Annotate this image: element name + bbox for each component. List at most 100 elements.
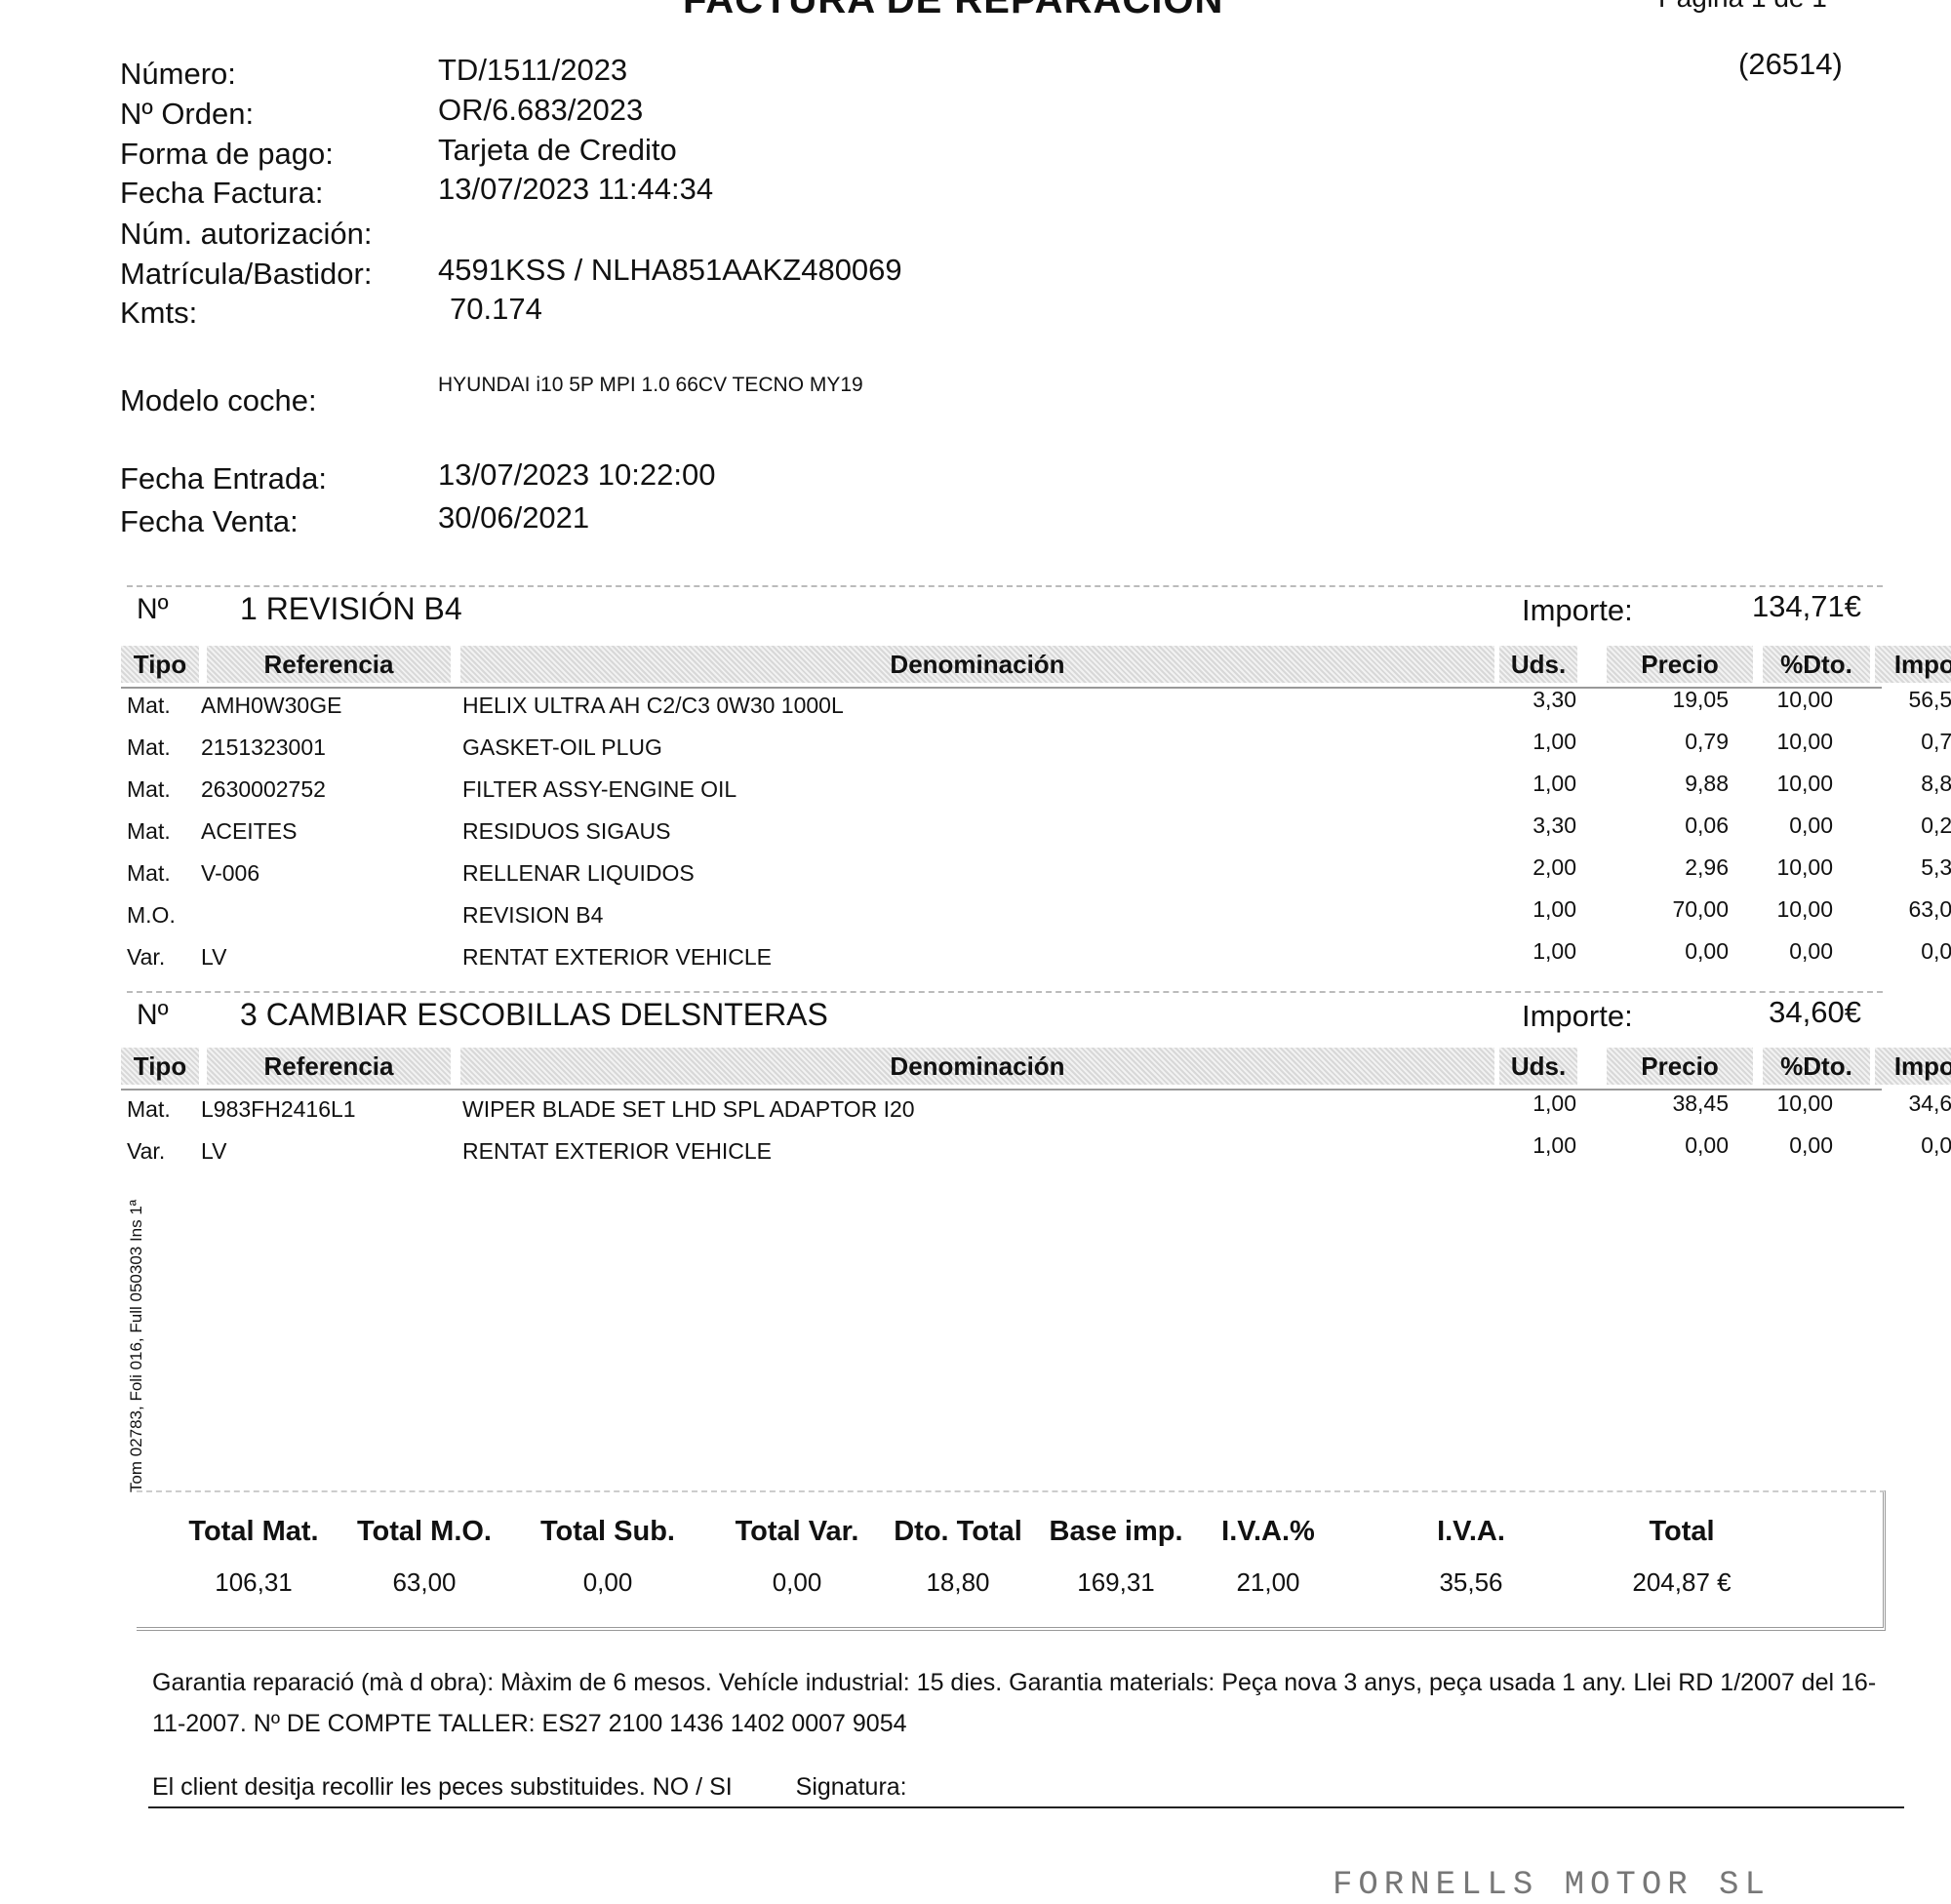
signature-label: Signatura: — [795, 1773, 907, 1801]
table-cell: RESIDUOS SIGAUS — [462, 818, 671, 844]
section-name: 3 CAMBIAR ESCOBILLAS DELSNTERAS — [240, 997, 828, 1032]
table-cell: 56,58 — [1908, 687, 1951, 712]
page-number: Página 1 de 1 — [1658, 0, 1827, 14]
table-cell: 0,00 — [1921, 938, 1951, 964]
table-cell: Mat. — [127, 1096, 171, 1122]
table-cell: 34,60 — [1908, 1091, 1951, 1116]
table-cell: 0,00 — [1685, 1132, 1729, 1158]
table-cell: 3,30 — [1533, 687, 1576, 712]
total-label: Total — [1649, 1516, 1715, 1547]
field-label: Fecha Factura: — [120, 176, 324, 210]
table-cell: 10,00 — [1776, 687, 1833, 712]
table-cell: 2151323001 — [201, 734, 326, 760]
table-cell: WIPER BLADE SET LHD SPL ADAPTOR I20 — [462, 1096, 915, 1122]
column-header-uds: Uds. — [1499, 646, 1577, 683]
table-cell: 10,00 — [1776, 729, 1833, 754]
total-column: I.V.A.% 21,00 — [1171, 1492, 1366, 1598]
table-row: Mat. L983FH2416L1 WIPER BLADE SET LHD SPL … — [121, 1089, 1951, 1130]
total-column: Total Sub. 0,00 — [510, 1492, 705, 1598]
table-cell: 10,00 — [1776, 854, 1833, 880]
table-cell: 1,00 — [1533, 1132, 1576, 1158]
total-label: I.V.A.% — [1221, 1516, 1315, 1547]
field-label: Matrícula/Bastidor: — [120, 257, 373, 291]
section-number-label: Nº — [137, 593, 169, 625]
field-value: 4591KSS / NLHA851AAKZ480069 — [438, 253, 902, 287]
table-row: Mat. 2151323001 GASKET-OIL PLUG 1,00 0,79 10,… — [121, 727, 1951, 769]
table-cell: 0,00 — [1685, 938, 1729, 964]
table-cell: 1,00 — [1533, 1091, 1576, 1116]
reference-number: (26514) — [1738, 47, 1843, 81]
table-row: Var. LV RENTAT EXTERIOR VEHICLE 1,00 0,00 0,0… — [121, 1130, 1951, 1172]
total-label: Total M.O. — [356, 1516, 492, 1547]
table-cell: FILTER ASSY-ENGINE OIL — [462, 776, 737, 802]
table-cell: GASKET-OIL PLUG — [462, 734, 662, 760]
total-label: Dto. Total — [894, 1516, 1022, 1547]
field-label: Nº Orden: — [120, 97, 255, 131]
table-cell: Mat. — [127, 734, 171, 760]
table-row: Mat. ACEITES RESIDUOS SIGAUS 3,30 0,06 0,00 0,… — [121, 811, 1951, 853]
table-cell: 1,00 — [1533, 938, 1576, 964]
table-cell: 1,00 — [1533, 896, 1576, 922]
table-cell: 2,96 — [1685, 854, 1729, 880]
total-label: Total Var. — [735, 1516, 859, 1547]
column-header-precio: Precio — [1607, 1048, 1753, 1085]
table-cell: M.O. — [127, 902, 176, 928]
table-cell: 8,89 — [1921, 771, 1951, 796]
table-cell: 0,00 — [1921, 1132, 1951, 1158]
total-column: Total Var. 0,00 — [699, 1492, 895, 1598]
column-header-referencia: Referencia — [207, 646, 451, 683]
field-label: Fecha Venta: — [120, 504, 299, 538]
table-cell: 63,00 — [1908, 896, 1951, 922]
total-column: Total Mat. 106,31 — [156, 1492, 351, 1598]
table-cell: AMH0W30GE — [201, 693, 342, 718]
warranty-note: Garantia reparació (mà d obra): Màxim de… — [152, 1669, 1877, 1737]
table-cell: L983FH2416L1 — [201, 1096, 356, 1122]
table-cell: 70,00 — [1672, 896, 1729, 922]
table-cell: RENTAT EXTERIOR VEHICLE — [462, 1138, 772, 1164]
table-cell: 3,30 — [1533, 813, 1576, 838]
total-value: 63,00 — [392, 1567, 457, 1597]
column-header-tipo: Tipo — [121, 646, 199, 683]
field-label: Forma de pago: — [120, 137, 334, 171]
table-cell: RELLENAR LIQUIDOS — [462, 860, 695, 886]
column-header-tipo: Tipo — [121, 1048, 199, 1085]
table-cell: 9,88 — [1685, 771, 1729, 796]
table-cell: Var. — [127, 1138, 166, 1164]
table-cell: REVISION B4 — [462, 902, 604, 928]
total-column: I.V.A. 35,56 — [1374, 1492, 1569, 1598]
table-cell: Mat. — [127, 776, 171, 802]
field-label: Kmts: — [120, 296, 198, 330]
field-value: Tarjeta de Credito — [438, 133, 677, 167]
table-cell: 1,00 — [1533, 771, 1576, 796]
table-cell: 0,79 — [1685, 729, 1729, 754]
total-value: 18,80 — [926, 1567, 990, 1597]
total-label: Total Sub. — [539, 1516, 675, 1547]
field-value: OR/6.683/2023 — [438, 93, 644, 127]
column-header-dto: %Dto. — [1763, 646, 1870, 683]
total-label: Base imp. — [1049, 1516, 1183, 1547]
total-column: Base imp. 169,31 — [1018, 1492, 1214, 1598]
column-header-importe: Importe — [1875, 1048, 1951, 1085]
total-value: 204,87 € — [1632, 1567, 1732, 1597]
signature-line — [148, 1806, 1904, 1808]
total-value: 35,56 — [1439, 1567, 1503, 1597]
total-value: 0,00 — [582, 1567, 633, 1597]
field-value: TD/1511/2023 — [438, 53, 628, 87]
table-cell: LV — [201, 944, 227, 970]
table-cell: Mat. — [127, 818, 171, 844]
section-amount-label: Importe: — [1522, 999, 1633, 1033]
field-label: Fecha Entrada: — [120, 461, 327, 496]
table-cell: 19,05 — [1672, 687, 1729, 712]
field-label: Modelo coche: — [120, 383, 317, 417]
column-header-referencia: Referencia — [207, 1048, 451, 1085]
field-value: 13/07/2023 10:22:00 — [438, 457, 716, 492]
table-cell: 0,00 — [1789, 813, 1833, 838]
table-cell: 1,00 — [1533, 729, 1576, 754]
table-row: Var. LV RENTAT EXTERIOR VEHICLE 1,00 0,00 0,0… — [121, 936, 1951, 978]
table-row: Mat. V-006 RELLENAR LIQUIDOS 2,00 2,96 10,00 5… — [121, 853, 1951, 894]
table-cell: ACEITES — [201, 818, 298, 844]
table-cell: 10,00 — [1776, 771, 1833, 796]
total-value: 0,00 — [772, 1567, 822, 1597]
table-cell: 0,06 — [1685, 813, 1729, 838]
section-amount: 134,71€ — [1751, 589, 1861, 623]
